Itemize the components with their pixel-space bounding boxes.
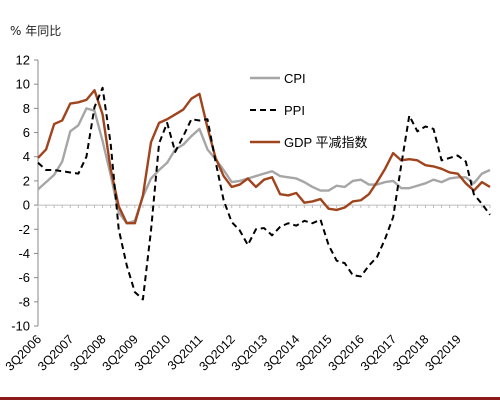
series-line-gdp-deflator	[37, 89, 491, 225]
legend-label-gdp-deflator: GDP 平减指数	[284, 135, 368, 150]
y-tick-label: -2	[18, 222, 30, 237]
series-line-cpi	[37, 107, 491, 225]
y-tick-label: 0	[23, 198, 30, 213]
y-tick-label: -10	[11, 319, 30, 334]
legend: CPI PPI GDP 平减指数	[250, 71, 368, 150]
legend-label-cpi: CPI	[284, 71, 306, 86]
y-tick-label: 10	[16, 77, 30, 92]
y-tick-label: -8	[18, 294, 30, 309]
y-tick-label: 4	[23, 149, 30, 164]
y-tick-label: 6	[23, 125, 30, 140]
y-tick-label: 12	[16, 53, 30, 68]
bottom-rule	[0, 397, 500, 400]
y-tick-label: 8	[23, 101, 30, 116]
axes: 121086420-2-4-6-8-103Q20063Q20073Q20083Q…	[3, 53, 491, 374]
x-tick-label: 3Q2010	[132, 332, 173, 373]
series-line-ppi	[37, 86, 491, 301]
y-unit-label: % 年同比	[10, 24, 62, 38]
x-tick-label: 3Q2019	[422, 332, 463, 373]
series-layer	[37, 86, 491, 301]
legend-label-ppi: PPI	[284, 103, 305, 118]
y-tick-label: -4	[18, 246, 30, 261]
y-tick-label: -6	[18, 270, 30, 285]
y-tick-label: 2	[23, 173, 30, 188]
